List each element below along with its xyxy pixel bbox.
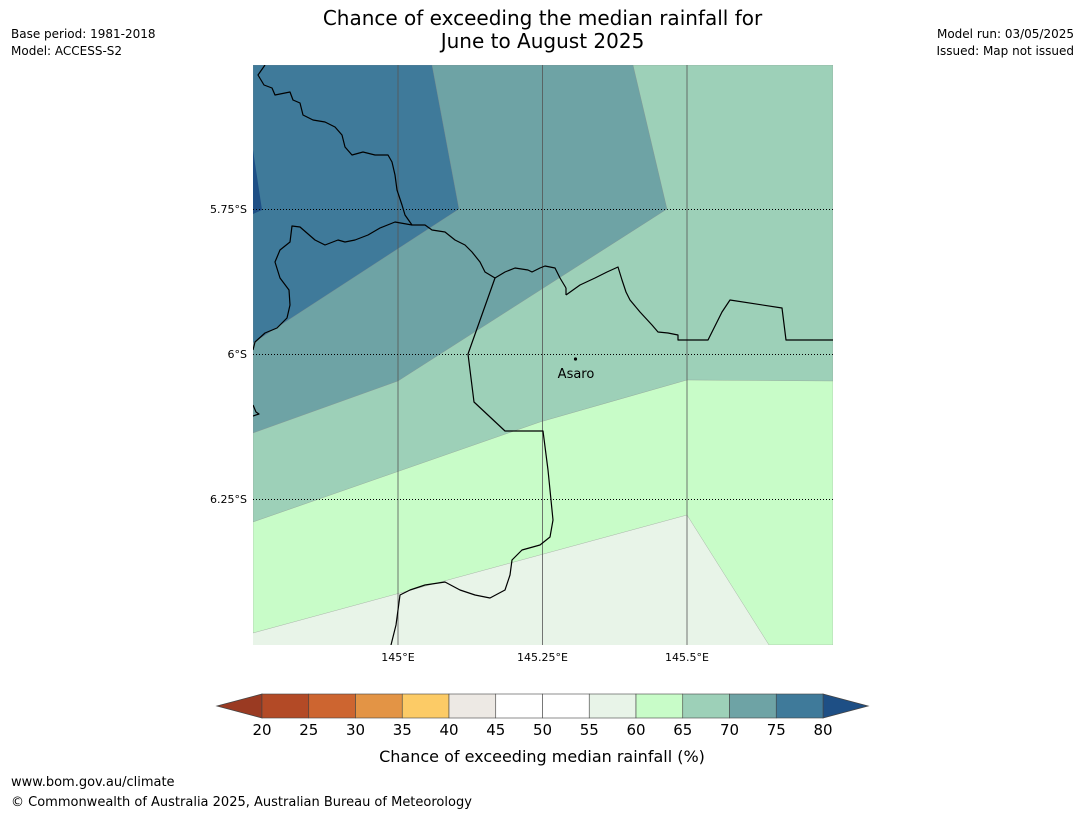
colorbar-bin	[729, 693, 777, 719]
colorbar-bin	[448, 693, 497, 719]
colorbar-tick-label: 35	[393, 721, 412, 739]
model-name: Model: ACCESS-S2	[11, 44, 123, 58]
footer-url: www.bom.gov.au/climate	[11, 775, 175, 790]
meta-left: Base period: 1981-2018 Model: ACCESS-S2	[11, 26, 156, 60]
colorbar-tick-label: 70	[720, 721, 739, 739]
colorbar-bin	[401, 693, 450, 719]
colorbar-tick-label: 55	[580, 721, 599, 739]
colorbar-bin	[308, 693, 356, 719]
footer-copyright: © Commonwealth of Australia 2025, Austra…	[11, 795, 472, 810]
map-panel: Asaro	[253, 65, 833, 645]
colorbar-bin	[775, 693, 824, 719]
colorbar-tick-label: 45	[486, 721, 505, 739]
colorbar-tick-label: 30	[346, 721, 365, 739]
lon-label-145-25: 145.25°E	[517, 651, 568, 664]
lon-label-145: 145°E	[381, 651, 414, 664]
colorbar-tick-label: 75	[767, 721, 786, 739]
base-period: Base period: 1981-2018	[11, 27, 156, 41]
asaro-marker	[573, 357, 578, 361]
colorbar-bin	[495, 693, 543, 719]
lon-label-145-5: 145.5°E	[665, 651, 709, 664]
colorbar: 20 25 30 35 40 45 50 55 60 65 70 75 80	[215, 693, 870, 739]
colorbar-tick-label: 65	[673, 721, 692, 739]
colorbar-label: Chance of exceeding median rainfall (%)	[379, 747, 705, 766]
colorbar-above-arrow	[822, 693, 870, 719]
lat-label-5-75: 5.75°S	[210, 203, 247, 216]
region-75-80	[253, 65, 460, 344]
colorbar-bin	[542, 693, 590, 719]
colorbar-bin	[635, 693, 684, 719]
colorbar-tick-label: 25	[299, 721, 318, 739]
meta-right: Model run: 03/05/2025 Issued: Map not is…	[936, 26, 1074, 60]
model-run: Model run: 03/05/2025	[936, 27, 1074, 41]
title-line-2: June to August 2025	[440, 29, 645, 53]
colorbar-tick-label: 60	[626, 721, 645, 739]
colorbar-bin	[588, 693, 637, 719]
colorbar-tick-label: 40	[439, 721, 458, 739]
colorbar-below-arrow	[215, 693, 263, 719]
province-borders	[253, 65, 833, 645]
lat-label-6: 6°S	[228, 348, 247, 361]
title-line-1: Chance of exceeding the median rainfall …	[322, 6, 763, 30]
colorbar-bin	[682, 693, 730, 719]
colorbar-tick-label: 50	[533, 721, 552, 739]
asaro-label: Asaro	[558, 367, 595, 382]
region-80-plus	[253, 150, 262, 214]
colorbar-bin	[261, 693, 310, 719]
colorbar-bin	[355, 693, 403, 719]
map-title: Chance of exceeding the median rainfall …	[0, 7, 1085, 53]
lat-label-6-25: 6.25°S	[210, 493, 247, 506]
issued-status: Issued: Map not issued	[936, 44, 1074, 58]
colorbar-tick-label: 20	[252, 721, 271, 739]
colorbar-tick-label: 80	[813, 721, 832, 739]
